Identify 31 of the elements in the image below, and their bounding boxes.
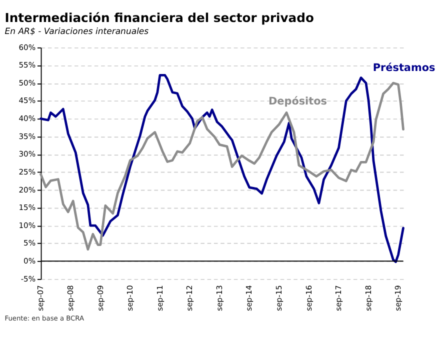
y-tick-label: 50% [18, 78, 36, 88]
y-tick-label: 0% [24, 256, 36, 266]
series-label: Depósitos [268, 95, 327, 108]
y-tick-label: 20% [18, 185, 36, 194]
x-tick-label: sep-18 [364, 284, 373, 311]
x-tick-label: sep-12 [185, 284, 194, 311]
x-tick-label: sep-11 [155, 284, 164, 311]
y-tick-label: 45% [18, 96, 36, 106]
y-tick-label: 15% [18, 203, 36, 212]
x-tick-label: sep-15 [274, 284, 284, 311]
chart-subtitle: En AR$ - Variaciones interanuales [4, 27, 150, 38]
x-tick-label: sep-17 [334, 284, 344, 311]
y-tick-label: 35% [18, 132, 36, 141]
x-tick-label: sep-19 [394, 284, 403, 311]
series-label: Préstamos [372, 62, 436, 74]
x-tick-label: sep-10 [126, 284, 135, 311]
y-tick-label: 5% [24, 238, 36, 248]
x-tick-label: sep-08 [66, 284, 76, 311]
x-tick-label: sep-14 [244, 284, 254, 311]
x-tick-label: sep-07 [36, 284, 46, 311]
y-tick-label: 60% [18, 42, 36, 52]
y-tick-label: 10% [18, 220, 36, 230]
y-tick-label: 55% [18, 60, 36, 70]
x-tick-label: sep-16 [304, 284, 314, 311]
x-tick-label: sep-09 [96, 284, 105, 311]
y-tick-label: 30% [18, 150, 36, 159]
y-tick-label: 25% [18, 167, 36, 176]
chart-title: Intermediación financiera del sector privado [4, 10, 314, 25]
x-tick-label: sep-13 [214, 284, 224, 311]
y-tick-label: 40% [18, 114, 36, 124]
y-tick-label: -5% [20, 274, 36, 284]
